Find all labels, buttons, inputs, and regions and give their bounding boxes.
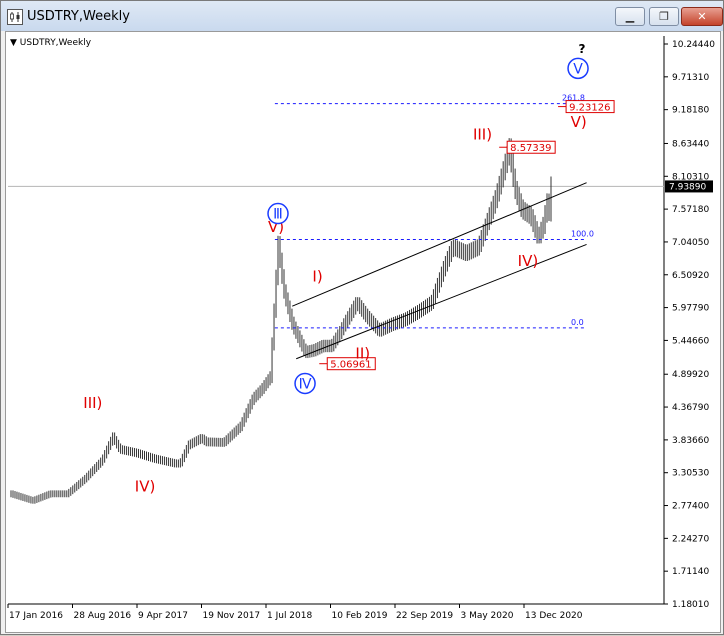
minimize-button[interactable]: ▁ (615, 7, 645, 26)
y-tick-label: 2.24270 (672, 534, 709, 544)
blue-wave-circle (267, 202, 289, 225)
price-label-text: 8.57339 (510, 143, 551, 154)
price-series-group (8, 138, 664, 504)
annotations-group: 0.0 100.0 261.8 8.57339 9.23126 5.06961 III) IV… (83, 42, 615, 496)
price-label-box (326, 357, 376, 371)
x-tick-label: 13 Dec 2020 (525, 611, 583, 621)
x-tick-label: 9 Apr 2017 (138, 611, 188, 621)
restore-icon: ❐ (659, 10, 669, 23)
y-tick-label: 7.04050 (672, 238, 709, 248)
x-tick-label: 22 Sep 2019 (396, 611, 453, 621)
chart-frame-group: ▼ USDTRY,Weekly (8, 36, 665, 605)
blue-wave-label: Ⅳ (299, 376, 312, 392)
x-tick-label: 17 Jan 2016 (9, 611, 63, 621)
price-label-text: 9.23126 (569, 103, 610, 114)
x-axis-group: 17 Jan 2016 28 Aug 2016 9 Apr 2017 19 Nov 2… (7, 604, 583, 621)
window-titlebar[interactable]: USDTRY,Weekly ▁ ❐ ✕ (1, 1, 723, 31)
y-tick-label: 1.18010 (672, 600, 709, 610)
x-tick-label: 19 Nov 2017 (203, 611, 261, 621)
chart-area[interactable]: ▼ USDTRY,Weekly 0.0 100.0 261.8 8.57339 9.23… (5, 31, 721, 633)
x-tick-label: 3 May 2020 (461, 611, 514, 621)
y-tick-label: 5.97790 (672, 304, 709, 314)
current-price-box (665, 180, 713, 193)
y-tick-label: 3.83660 (672, 436, 709, 446)
red-wave-label: V) (571, 113, 587, 131)
window-title: USDTRY,Weekly (27, 9, 130, 24)
channel-line (296, 243, 587, 360)
x-tick-label: 28 Aug 2016 (74, 611, 132, 621)
red-wave-label: III) (473, 125, 492, 143)
x-tick-label: 10 Feb 2019 (332, 611, 388, 621)
y-axis-group: 10.24440 9.71310 9.18180 8.63440 8.10310 7.57… (664, 40, 715, 610)
y-tick-label: 2.77400 (672, 502, 709, 512)
minimize-icon: ▁ (625, 10, 635, 23)
y-tick-label: 7.57180 (672, 205, 709, 215)
current-price-label: 7.93890 (669, 182, 706, 192)
restore-button[interactable]: ❐ (649, 7, 679, 26)
price-label-box (565, 100, 615, 114)
blue-wave-label: Ⅴ (573, 61, 583, 77)
y-tick-label: 9.18180 (672, 106, 709, 116)
y-tick-label: 4.89920 (672, 370, 709, 380)
fib-level-label: 261.8 (562, 94, 585, 103)
fib-level-label: 0.0 (571, 318, 584, 327)
chart-symbol-label: ▼ USDTRY,Weekly (10, 38, 92, 48)
red-wave-label: IV) (518, 252, 539, 270)
price-label-text: 5.06961 (330, 360, 371, 371)
y-tick-label: 8.10310 (672, 172, 709, 182)
blue-wave-label: Ⅲ (273, 207, 283, 223)
red-wave-label: II) (355, 345, 370, 363)
y-tick-label: 5.44660 (672, 336, 709, 346)
x-tick-label: 1 Jul 2018 (267, 611, 312, 621)
channel-line (292, 182, 587, 307)
y-tick-label: 6.50920 (672, 271, 709, 281)
question-mark-label: ? (579, 42, 586, 56)
red-wave-label: IV) (135, 478, 156, 496)
close-button[interactable]: ✕ (681, 7, 723, 26)
y-tick-label: 1.71140 (672, 567, 709, 577)
close-icon: ✕ (697, 10, 707, 23)
price-chart[interactable]: ▼ USDTRY,Weekly 0.0 100.0 261.8 8.57339 9.23… (6, 32, 720, 632)
blue-wave-circle (294, 372, 316, 395)
price-label-box (506, 140, 556, 154)
y-tick-label: 3.30530 (672, 469, 709, 479)
y-tick-label: 8.63440 (672, 139, 709, 149)
red-wave-label: I) (312, 268, 322, 286)
y-tick-label: 4.36790 (672, 403, 709, 413)
y-tick-label: 10.24440 (672, 40, 715, 50)
blue-wave-circle (567, 57, 589, 80)
chart-window-icon (7, 9, 23, 25)
fib-level-label: 100.0 (571, 229, 594, 238)
y-tick-label: 9.71310 (672, 73, 709, 83)
red-wave-label: III) (83, 394, 102, 412)
candlestick-icon (10, 12, 20, 22)
